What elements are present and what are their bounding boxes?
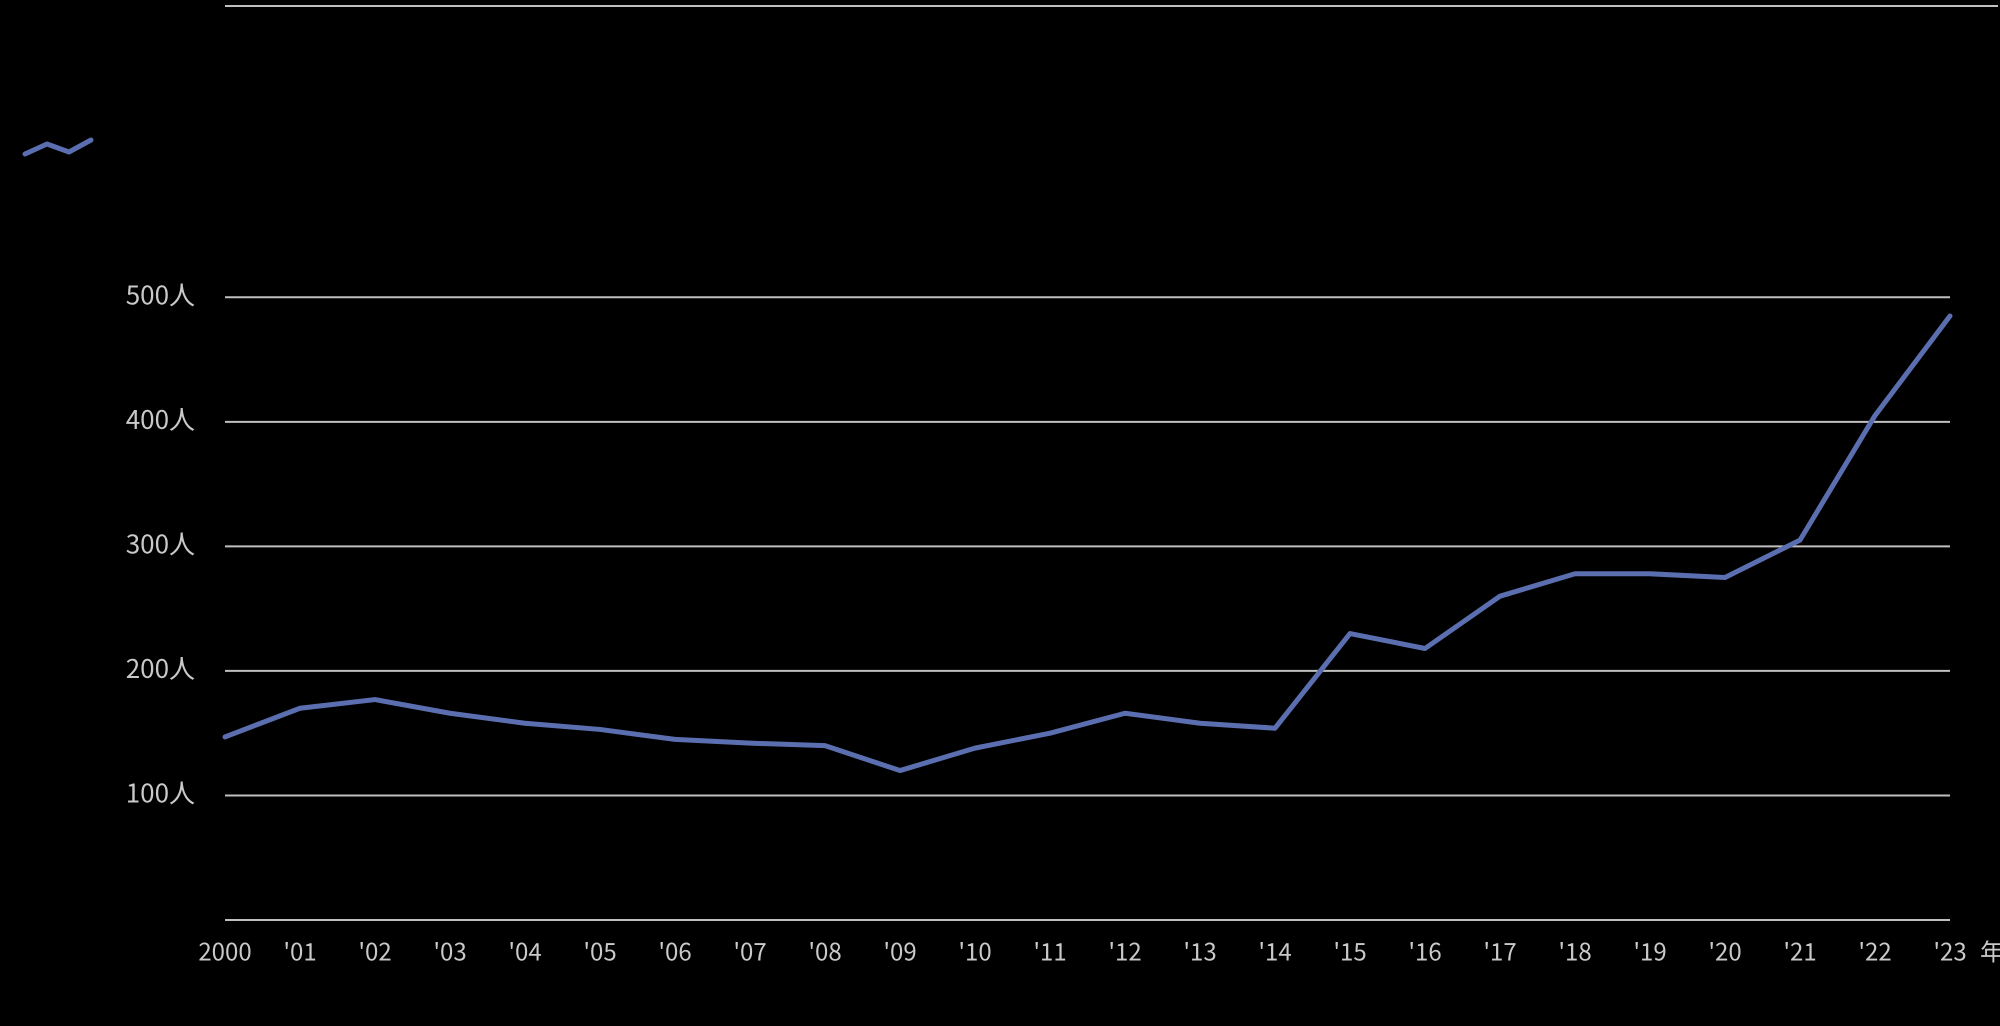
- x-tick-label: '12: [1108, 932, 1141, 967]
- y-tick-label: 100人: [126, 774, 195, 811]
- x-tick-label: '18: [1558, 932, 1591, 967]
- x-tick-label: '03: [433, 932, 466, 967]
- x-tick-label: '23: [1933, 932, 1966, 967]
- x-tick-label: '21: [1783, 932, 1816, 967]
- x-axis-unit: 年: [1980, 932, 2000, 967]
- x-tick-label: '02: [358, 932, 391, 967]
- x-tick-label: '19: [1633, 932, 1666, 967]
- chart-svg: 100人 200人 300人 400人 500人 2000 '01 '02 '03 '04 '05 '…: [0, 0, 2000, 1026]
- x-tick-label: '13: [1183, 932, 1216, 967]
- x-tick-label: '05: [583, 932, 616, 967]
- y-tick-label: 200人: [126, 649, 195, 686]
- y-tick-label: 500人: [126, 275, 195, 312]
- x-tick-label: '08: [808, 932, 841, 967]
- x-tick-label: '04: [508, 932, 541, 967]
- x-tick-label: '16: [1408, 932, 1441, 967]
- x-tick-label: '09: [883, 932, 916, 967]
- x-tick-label: '01: [283, 932, 316, 967]
- line-chart: 100人 200人 300人 400人 500人 2000 '01 '02 '03 '04 '05 '…: [0, 0, 2000, 1026]
- x-tick-label: '11: [1033, 932, 1066, 967]
- x-tick-label: '14: [1258, 932, 1291, 967]
- y-tick-label: 300人: [126, 524, 195, 561]
- x-tick-label: 2000: [198, 932, 251, 967]
- x-tick-label: '17: [1483, 932, 1516, 967]
- x-tick-label: '10: [958, 932, 991, 967]
- x-tick-label: '22: [1858, 932, 1891, 967]
- series-line-people: [225, 316, 1950, 771]
- x-tick-label: '20: [1708, 932, 1741, 967]
- x-tick-label: '07: [733, 932, 766, 967]
- legend-line-sample: [25, 140, 91, 154]
- y-tick-label: 400人: [126, 400, 195, 437]
- x-tick-label: '15: [1333, 932, 1366, 967]
- x-tick-label: '06: [658, 932, 691, 967]
